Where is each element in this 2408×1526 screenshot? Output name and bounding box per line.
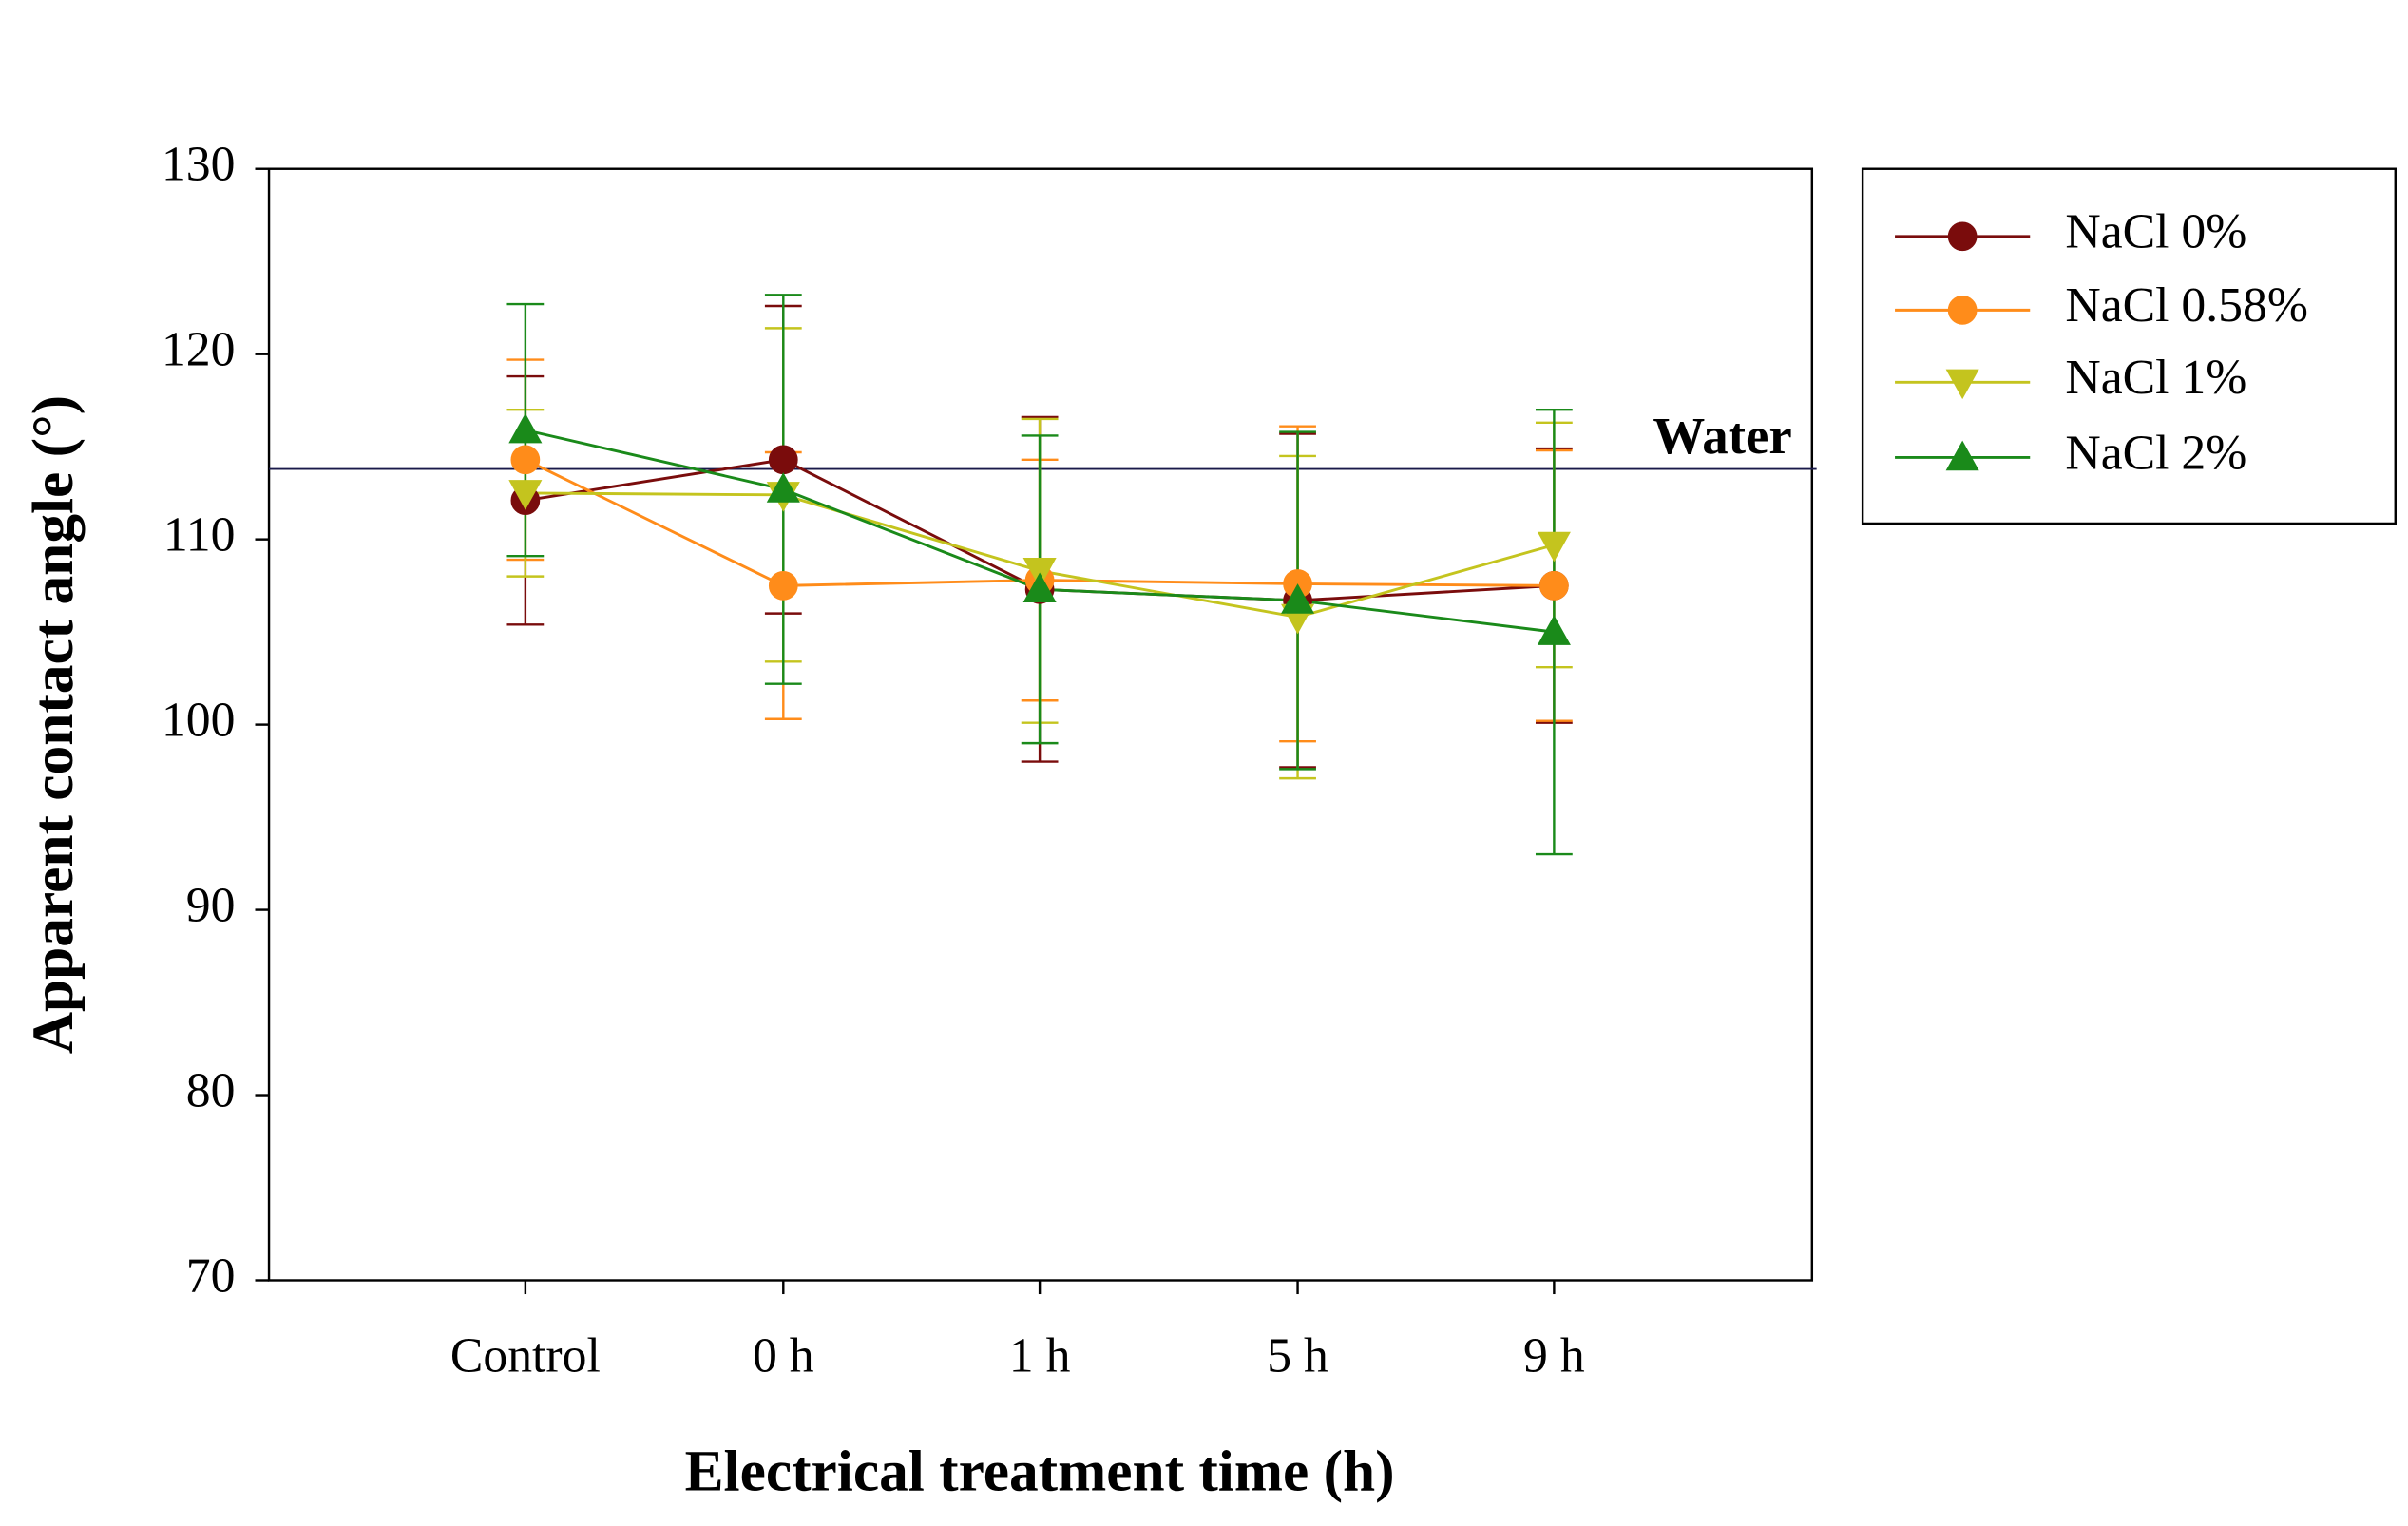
y-tick-label: 80 [186,1063,236,1117]
x-tick-label: 5 h [1267,1328,1328,1383]
legend-marker [1945,369,1979,400]
x-tick-label: Control [450,1328,601,1383]
y-tick-label: 90 [186,878,236,932]
x-tick-label: 1 h [1009,1328,1071,1383]
data-point [1022,572,1057,603]
y-tick-label: 130 [162,138,236,192]
y-tick-label: 70 [186,1249,236,1303]
data-point [1537,615,1571,645]
data-point [508,412,543,444]
y-tick-label: 110 [163,508,236,563]
data-point [766,472,800,503]
x-tick-label: 9 h [1523,1328,1585,1383]
data-point [508,480,543,510]
data-point [1022,558,1057,588]
data-point [1539,571,1569,601]
legend-marker [1947,296,1978,325]
y-tick-label: 120 [162,323,236,377]
legend-label: NaCl 0% [2065,205,2246,259]
x-axis-title: Electrical treatment time (h) [685,1439,1395,1503]
data-point [1537,531,1571,563]
x-tick-label: 0 h [753,1328,814,1383]
legend-marker [1945,440,1979,471]
legend-label: NaCl 2% [2065,426,2246,480]
y-axis-title: Apparent contact angle (°) [21,395,86,1054]
legend-label: NaCl 1% [2065,351,2246,405]
reference-label: Water [1653,407,1791,465]
legend-frame [1861,167,2397,525]
legend-marker [1947,221,1978,252]
data-point [768,571,798,601]
data-point [510,445,541,475]
data-point [1281,583,1315,614]
data-point [768,445,798,475]
legend-label: NaCl 0.58% [2065,278,2308,333]
y-tick-label: 100 [162,693,236,747]
